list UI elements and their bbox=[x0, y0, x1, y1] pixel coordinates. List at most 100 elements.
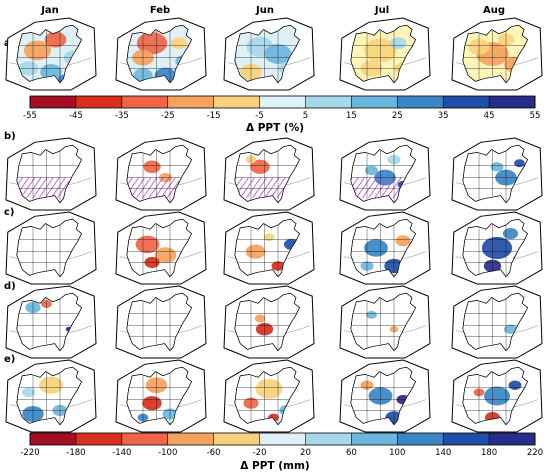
state-borders bbox=[234, 146, 300, 203]
colorbar-tick-label: -180 bbox=[66, 448, 85, 458]
colorbar-swatch bbox=[213, 433, 260, 445]
map-panel bbox=[115, 359, 207, 433]
colorbar-tick-label: 45 bbox=[484, 111, 495, 121]
colorbar-swatch bbox=[443, 433, 490, 445]
colorbar-swatch bbox=[443, 96, 490, 108]
map-panel bbox=[223, 359, 315, 433]
land-border bbox=[126, 218, 192, 278]
land-border bbox=[234, 218, 300, 278]
colorbar-tick-label: -35 bbox=[115, 111, 129, 121]
map-panel bbox=[451, 17, 543, 91]
map-panel bbox=[223, 17, 315, 91]
colorbar-tick-label: -15 bbox=[207, 111, 221, 121]
anomaly-patch bbox=[508, 380, 522, 390]
significance-hatch bbox=[126, 177, 179, 198]
significance-hatch bbox=[350, 177, 403, 198]
colorbar-swatch bbox=[30, 96, 77, 108]
land-border bbox=[126, 24, 192, 84]
row-label-b: b) bbox=[4, 131, 16, 142]
anomaly-patch bbox=[390, 37, 407, 50]
land-border bbox=[350, 144, 416, 204]
anomaly-field bbox=[22, 376, 68, 422]
land-border bbox=[462, 144, 528, 204]
colorbar-tick-label: -5 bbox=[255, 111, 263, 121]
anomaly-patch bbox=[254, 314, 266, 323]
colorbar-swatch bbox=[489, 433, 536, 445]
colorbar-tick-label: -100 bbox=[158, 448, 177, 458]
land-border bbox=[16, 144, 82, 204]
map-panel bbox=[339, 137, 431, 211]
map-panel bbox=[223, 137, 315, 211]
map-panel bbox=[115, 211, 207, 285]
state-borders bbox=[350, 220, 416, 277]
month-labels: Jan Feb Jun Jul Aug bbox=[40, 5, 505, 16]
anomaly-patch bbox=[365, 165, 378, 176]
map-panel bbox=[451, 285, 543, 359]
anomaly-patch bbox=[502, 228, 519, 240]
land-border bbox=[350, 292, 416, 352]
anomaly-field bbox=[16, 177, 69, 198]
colorbar-tick-label: -220 bbox=[20, 448, 39, 458]
map-panel bbox=[115, 137, 207, 211]
colorbar-percent: -55 -45 -35 -25 -15 -5 5 15 25 35 45 55 bbox=[23, 95, 540, 121]
anomaly-patch bbox=[22, 387, 35, 398]
anomaly-patch bbox=[136, 32, 168, 55]
anomaly-field bbox=[504, 324, 517, 334]
anomaly-field bbox=[126, 160, 179, 198]
land-border bbox=[350, 366, 416, 426]
anomaly-patch bbox=[366, 310, 377, 319]
row-label-e: e) bbox=[4, 354, 15, 365]
anomaly-field bbox=[234, 155, 287, 198]
colorbar-swatch bbox=[75, 433, 123, 445]
anomaly-patch bbox=[395, 235, 411, 247]
month-label-jun: Jun bbox=[255, 5, 274, 16]
map-panel bbox=[115, 17, 207, 91]
colorbar-tick-label: -140 bbox=[112, 448, 131, 458]
anomaly-patch bbox=[481, 236, 513, 260]
colorbar-swatch bbox=[351, 433, 398, 445]
colorbar-tick-label: -45 bbox=[69, 111, 83, 121]
anomaly-patch bbox=[142, 396, 162, 411]
anomaly-patch bbox=[143, 160, 161, 174]
land-border bbox=[234, 292, 300, 352]
map-panel bbox=[5, 359, 97, 433]
land-border bbox=[16, 292, 82, 352]
colorbar-swatch bbox=[397, 96, 444, 108]
colorbar-swatch bbox=[167, 433, 214, 445]
map-panel bbox=[223, 211, 315, 285]
colorbar-tick-label: 25 bbox=[392, 111, 403, 121]
anomaly-patch bbox=[263, 233, 275, 242]
land-border bbox=[350, 24, 416, 84]
anomaly-patch bbox=[364, 239, 388, 257]
land-border bbox=[16, 218, 82, 278]
colorbar-swatch bbox=[397, 433, 444, 445]
land-border bbox=[462, 24, 528, 84]
land-border bbox=[126, 366, 192, 426]
colorbar-tick-label: 60 bbox=[346, 448, 357, 458]
map-panel bbox=[5, 17, 97, 91]
map-panel bbox=[115, 285, 207, 359]
state-borders bbox=[126, 368, 192, 425]
colorbar-swatch bbox=[305, 96, 352, 108]
colorbar-tick-label: 5 bbox=[303, 111, 308, 121]
anomaly-patch bbox=[44, 31, 67, 48]
colorbar-swatch bbox=[75, 96, 123, 108]
row-label-d: d) bbox=[4, 281, 16, 292]
colorbar-swatch bbox=[305, 433, 352, 445]
colorbar-tick-label: -20 bbox=[253, 448, 267, 458]
map-panels bbox=[5, 17, 543, 433]
colorbar-swatch bbox=[30, 433, 77, 445]
map-panel bbox=[339, 17, 431, 91]
map-panel bbox=[339, 359, 431, 433]
land-border bbox=[462, 366, 528, 426]
colorbar-tick-label: -60 bbox=[207, 448, 221, 458]
anomaly-patch bbox=[255, 378, 283, 399]
colorbar-tick-label: 100 bbox=[389, 448, 405, 458]
colorbar-swatch bbox=[213, 96, 260, 108]
colorbar-tick-label: 220 bbox=[527, 448, 543, 458]
anomaly-patch bbox=[504, 324, 517, 334]
month-label-jan: Jan bbox=[40, 5, 59, 16]
land-border bbox=[234, 24, 300, 84]
land-border bbox=[234, 144, 300, 204]
